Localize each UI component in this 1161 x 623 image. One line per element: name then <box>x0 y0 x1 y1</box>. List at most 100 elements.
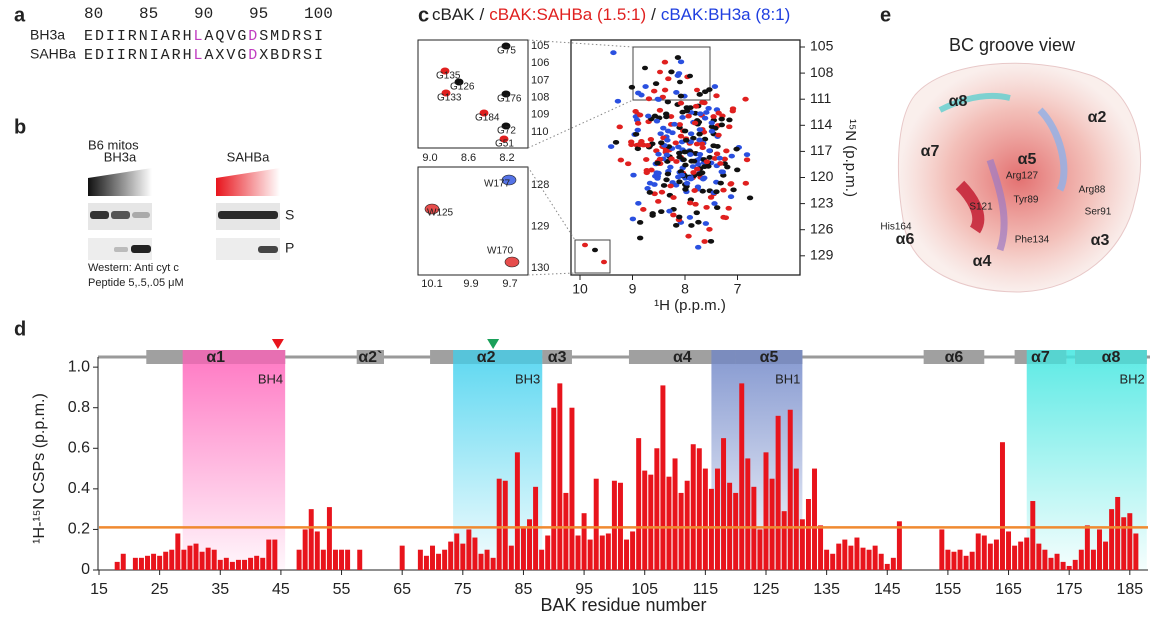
bar <box>866 549 872 570</box>
peak <box>677 100 685 106</box>
peak <box>675 174 682 180</box>
bar <box>217 559 223 570</box>
ruler-number: 85 <box>139 5 158 23</box>
peak <box>665 76 672 82</box>
x-tick-label: 9.0 <box>422 152 437 164</box>
peak <box>696 171 703 177</box>
peak <box>679 115 686 120</box>
domain-label: BH1 <box>775 371 800 386</box>
peak <box>699 176 707 182</box>
bar <box>1036 543 1042 570</box>
bar <box>605 533 611 570</box>
bar <box>272 539 278 570</box>
inset-frame <box>417 166 529 276</box>
peak <box>725 205 732 211</box>
bar <box>818 525 824 570</box>
peak <box>673 222 680 228</box>
peak <box>649 213 656 218</box>
y-tick-label: 129 <box>810 247 834 263</box>
bar <box>1103 541 1109 570</box>
y-tick-label: 0 <box>81 561 90 578</box>
bar <box>642 470 648 570</box>
bar <box>557 383 563 570</box>
peak <box>692 201 699 207</box>
bar <box>508 545 514 570</box>
zoom-connectors <box>527 39 634 276</box>
band <box>131 245 151 253</box>
x-tick-label: 185 <box>1116 581 1143 598</box>
peak <box>693 210 700 216</box>
structure-title: BC groove view <box>949 35 1076 55</box>
domain-label: BH3 <box>515 371 540 386</box>
bar <box>775 415 781 570</box>
bar <box>314 531 320 570</box>
peak <box>693 141 701 147</box>
peak <box>718 116 725 122</box>
peak-label: G72 <box>497 126 516 137</box>
structure-label: His164 <box>880 222 912 233</box>
bar <box>1030 501 1036 570</box>
bar <box>939 529 945 570</box>
bar <box>423 555 429 570</box>
peak <box>629 216 637 222</box>
peak <box>726 117 733 123</box>
peak <box>713 205 721 211</box>
peak <box>643 170 650 176</box>
peak <box>687 105 694 111</box>
bar <box>824 549 830 570</box>
bar <box>357 549 363 570</box>
bar <box>896 521 902 570</box>
peak <box>691 120 699 126</box>
peak <box>727 181 735 186</box>
peak <box>658 209 665 215</box>
y-tick-label: 128 <box>531 179 549 191</box>
helix-ribbon <box>1037 107 1068 192</box>
peak <box>721 156 728 162</box>
bar <box>1078 549 1084 570</box>
peak <box>607 144 615 149</box>
helix-ribbon <box>938 92 1011 113</box>
peak <box>636 220 644 225</box>
sequence-name: SAHBa <box>30 46 76 62</box>
bar <box>781 511 787 570</box>
peak <box>705 105 712 111</box>
bar <box>721 438 727 570</box>
y-tick-label: 120 <box>810 168 834 184</box>
bar <box>478 553 484 570</box>
x-tick-label: 165 <box>995 581 1022 598</box>
x-tick-label: 145 <box>874 581 901 598</box>
peak <box>663 114 670 120</box>
peak <box>632 109 639 114</box>
bar <box>1090 549 1096 570</box>
peak <box>710 114 717 119</box>
bar <box>702 468 708 570</box>
band <box>218 211 278 219</box>
peak <box>681 149 688 155</box>
bar <box>1066 565 1072 570</box>
bar <box>678 492 684 570</box>
peak <box>663 152 671 158</box>
x-tick-label: 115 <box>693 581 719 598</box>
peak-label: W177 <box>484 179 511 190</box>
bar <box>308 509 314 570</box>
peak <box>645 113 652 119</box>
bar <box>999 442 1005 570</box>
bar <box>248 557 254 570</box>
bar <box>320 549 326 570</box>
bar <box>714 468 720 570</box>
bar <box>266 539 272 570</box>
title-part: / <box>480 5 485 24</box>
bar <box>1042 549 1048 570</box>
peak <box>671 121 678 127</box>
helix-highlight <box>453 350 543 364</box>
y-tick-label: 107 <box>531 74 549 86</box>
peak <box>708 128 716 134</box>
peak <box>675 71 683 76</box>
peak <box>636 142 643 148</box>
peak <box>694 166 701 172</box>
peak <box>714 144 721 149</box>
peak <box>706 155 713 160</box>
sequence-segment: SMDRSI <box>259 28 325 45</box>
bar <box>587 539 593 570</box>
